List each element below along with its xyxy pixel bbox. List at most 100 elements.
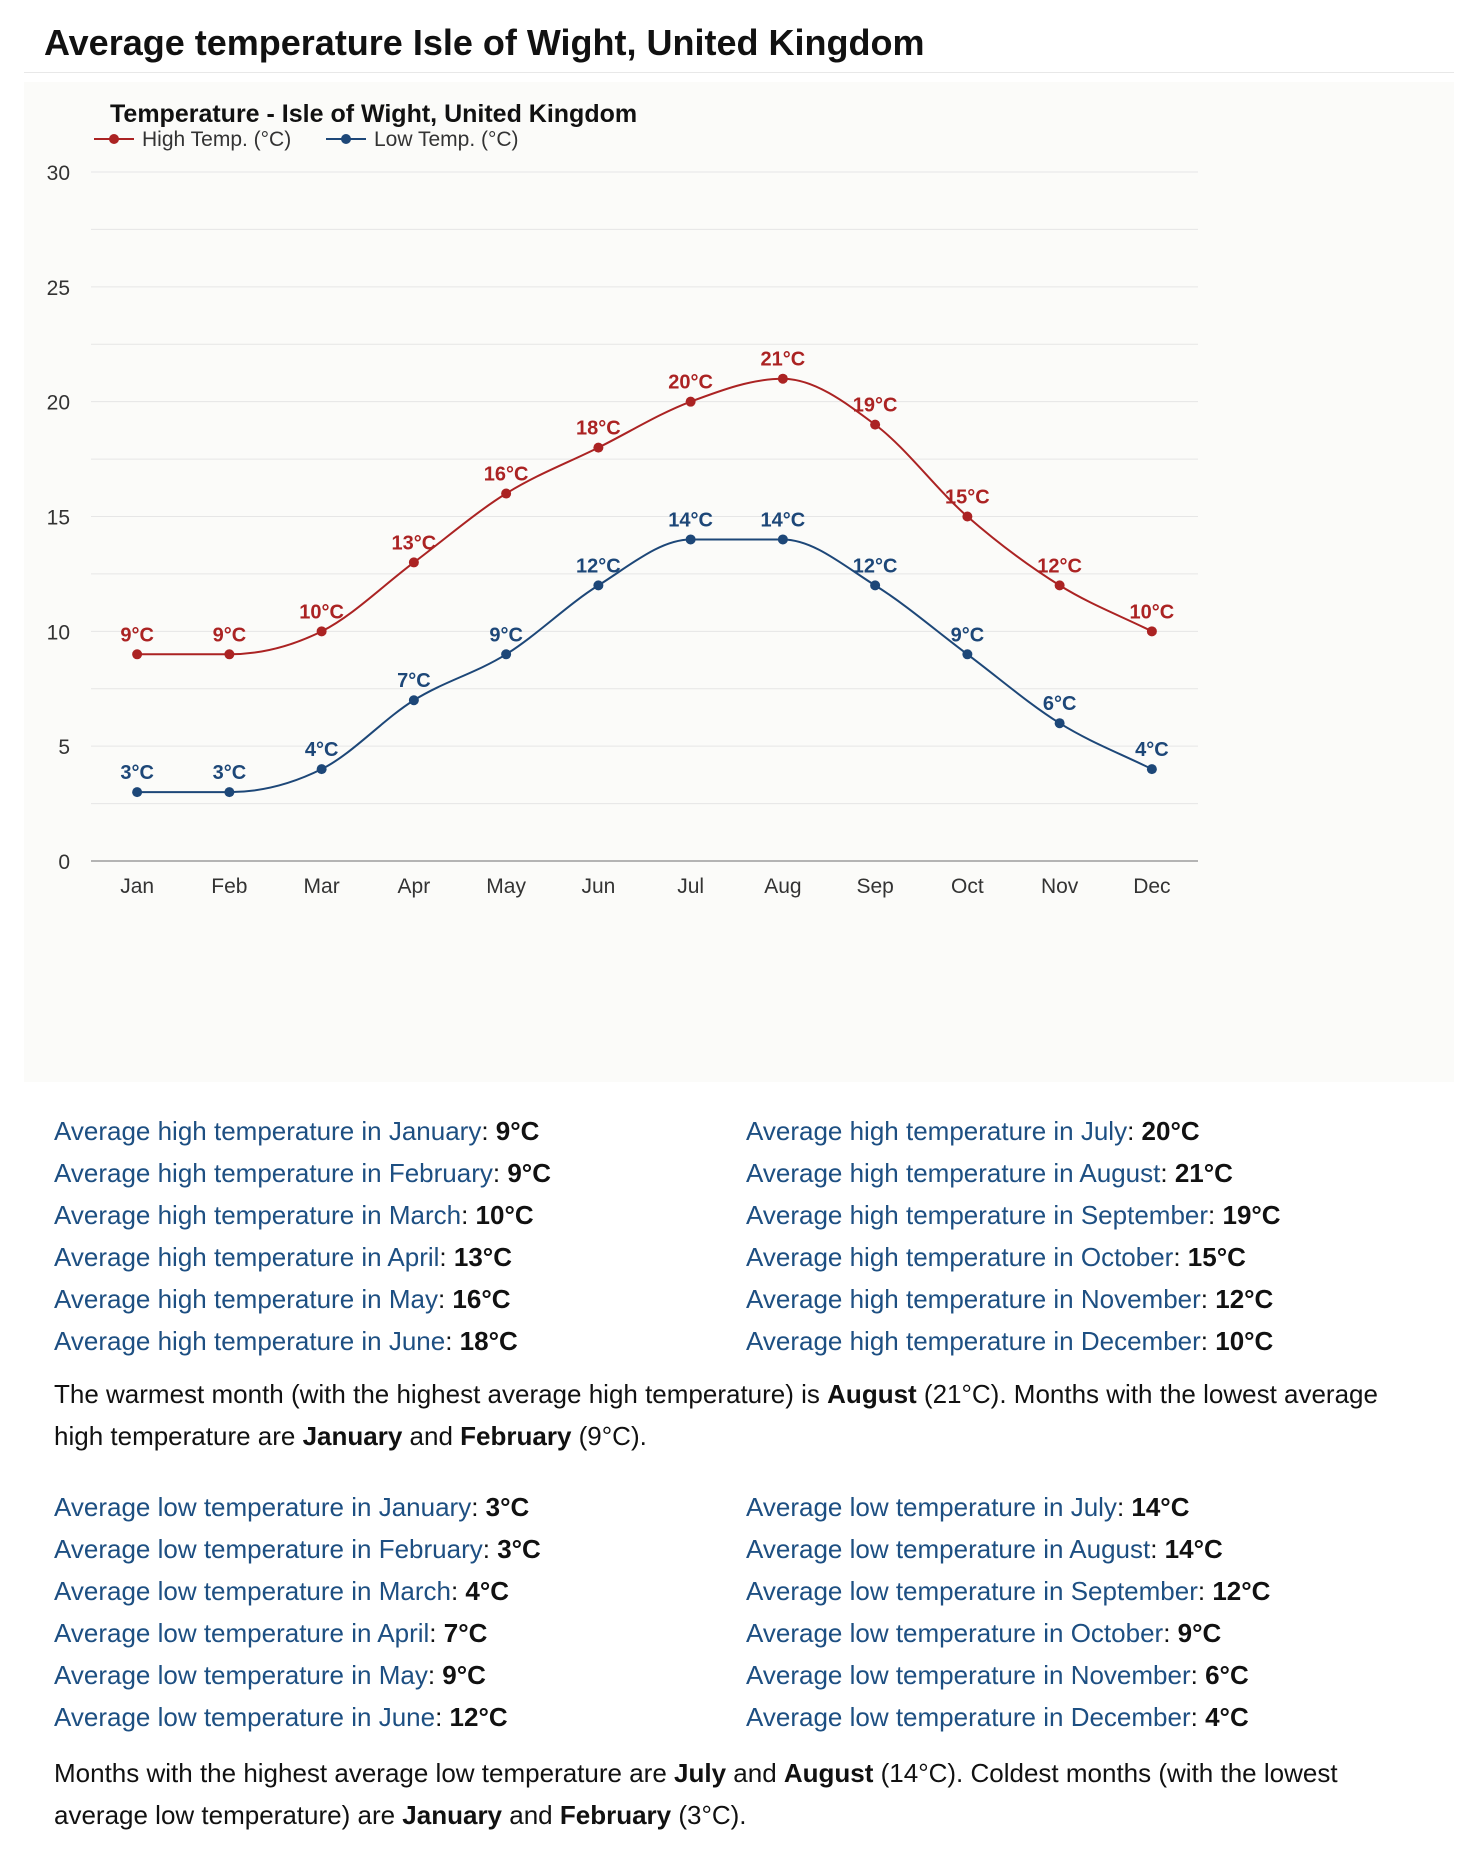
legend-item[interactable]: Low Temp. (°C)	[326, 128, 519, 151]
data-label: 9°C	[489, 624, 523, 646]
stat-row: Average high temperature in May: 16°C	[54, 1278, 744, 1320]
stat-link[interactable]: Average high temperature in May	[54, 1284, 438, 1314]
stat-separator: :	[439, 1242, 454, 1272]
stat-value: 18°C	[459, 1326, 518, 1356]
stat-link[interactable]: Average low temperature in October	[746, 1618, 1164, 1648]
stat-link[interactable]: Average low temperature in January	[54, 1492, 472, 1522]
summary-bold: January	[402, 1800, 503, 1830]
summary-bold: August	[783, 1758, 874, 1788]
summary-text: (14°C). Coldest months (with the lowest …	[54, 1758, 1338, 1830]
data-label: 14°C	[761, 509, 806, 531]
data-label: 12°C	[853, 555, 898, 577]
stat-value: 9°C	[507, 1158, 551, 1188]
data-label: 10°C	[299, 601, 344, 623]
stat-separator: :	[429, 1618, 444, 1648]
low-temperature-list-left: Average low temperature in January: 3°C A…	[54, 1486, 744, 1738]
data-label: 3°C	[120, 762, 154, 784]
data-point	[962, 511, 973, 522]
data-point	[593, 442, 604, 453]
stat-row: Average high temperature in February: 9°…	[54, 1152, 744, 1194]
stat-separator: :	[437, 1284, 453, 1314]
x-tick-label: Nov	[1041, 875, 1079, 898]
stat-link[interactable]: Average high temperature in October	[746, 1242, 1174, 1272]
data-label: 14°C	[668, 509, 713, 531]
stat-separator: :	[1116, 1492, 1132, 1522]
data-point	[1054, 718, 1065, 729]
stat-row: Average low temperature in August: 14°C	[746, 1528, 1436, 1570]
stat-link[interactable]: Average low temperature in February	[54, 1534, 483, 1564]
data-point	[224, 649, 235, 660]
stat-link[interactable]: Average low temperature in June	[54, 1702, 436, 1732]
stat-link[interactable]: Average high temperature in July	[746, 1116, 1128, 1146]
stat-link[interactable]: Average low temperature in July	[746, 1492, 1117, 1522]
stat-separator: :	[471, 1492, 486, 1522]
stat-row: Average high temperature in November: 12…	[746, 1278, 1436, 1320]
y-tick-label: 5	[58, 736, 70, 759]
stat-link[interactable]: Average low temperature in December	[746, 1702, 1191, 1732]
stat-link[interactable]: Average high temperature in June	[54, 1326, 446, 1356]
stat-link[interactable]: Average high temperature in April	[54, 1242, 440, 1272]
legend-item[interactable]: High Temp. (°C)	[94, 128, 291, 151]
x-tick-label: Jan	[120, 875, 154, 898]
stat-link[interactable]: Average low temperature in March	[54, 1576, 451, 1606]
stat-separator: :	[492, 1158, 508, 1188]
stat-link[interactable]: Average low temperature in April	[54, 1618, 430, 1648]
data-point	[870, 580, 881, 591]
data-label: 20°C	[668, 372, 713, 394]
stat-link[interactable]: Average high temperature in August	[746, 1158, 1161, 1188]
chart-legend[interactable]: High Temp. (°C) Low Temp. (°C)	[94, 128, 519, 151]
stat-link[interactable]: Average low temperature in September	[746, 1576, 1198, 1606]
data-point	[132, 649, 143, 660]
x-tick-label: Apr	[398, 875, 431, 898]
gridlines	[91, 171, 1198, 805]
summary-text: (3°C).	[671, 1800, 747, 1830]
stat-row: Average high temperature in July: 20°C	[746, 1110, 1436, 1152]
y-tick-label: 30	[47, 162, 70, 185]
stat-link[interactable]: Average low temperature in November	[746, 1660, 1191, 1690]
data-point	[1146, 626, 1157, 637]
stat-separator: :	[1200, 1326, 1216, 1356]
stat-link[interactable]: Average high temperature in February	[54, 1158, 493, 1188]
stat-value: 12°C	[1215, 1284, 1274, 1314]
x-tick-label: Oct	[951, 875, 984, 898]
stat-row: Average low temperature in January: 3°C	[54, 1486, 744, 1528]
stat-link[interactable]: Average high temperature in September	[746, 1200, 1209, 1230]
data-label: 13°C	[392, 532, 437, 554]
stat-row: Average low temperature in March: 4°C	[54, 1570, 744, 1612]
legend-marker	[109, 134, 119, 144]
stat-value: 6°C	[1205, 1660, 1249, 1690]
stat-row: Average high temperature in March: 10°C	[54, 1194, 744, 1236]
summary-bold: January	[302, 1421, 403, 1451]
stat-value: 14°C	[1164, 1534, 1223, 1564]
data-label: 10°C	[1130, 601, 1175, 623]
stat-link[interactable]: Average high temperature in March	[54, 1200, 462, 1230]
data-label: 18°C	[576, 418, 621, 440]
stat-link[interactable]: Average high temperature in November	[746, 1284, 1201, 1314]
summary-text: The warmest month (with the highest aver…	[54, 1379, 828, 1409]
data-label: 6°C	[1043, 693, 1077, 715]
low-temperature-summary: Months with the highest average low temp…	[54, 1752, 1404, 1836]
stat-link[interactable]: Average high temperature in January	[54, 1116, 482, 1146]
data-point	[224, 787, 235, 798]
stat-row: Average low temperature in October: 9°C	[746, 1612, 1436, 1654]
data-point	[408, 695, 419, 706]
stat-separator: :	[1150, 1534, 1165, 1564]
stat-separator: :	[1190, 1702, 1206, 1732]
legend-marker	[341, 134, 351, 144]
stat-link[interactable]: Average high temperature in December	[746, 1326, 1201, 1356]
y-tick-label: 10	[47, 621, 70, 644]
temperature-chart-panel: 0 5 10 15 20 25 30 Jan Feb Mar Apr May Jun Jul Aug Sep O…	[24, 82, 1454, 1082]
data-label: 15°C	[945, 487, 990, 509]
stat-row: Average low temperature in February: 3°C	[54, 1528, 744, 1570]
summary-text: and	[726, 1758, 784, 1788]
legend-label: Low Temp. (°C)	[374, 128, 519, 151]
summary-bold: August	[827, 1379, 917, 1409]
data-point	[685, 534, 696, 545]
data-point	[685, 396, 696, 407]
stat-link[interactable]: Average low temperature in May	[54, 1660, 428, 1690]
stat-link[interactable]: Average low temperature in August	[746, 1534, 1151, 1564]
data-point	[777, 534, 788, 545]
stat-separator: :	[482, 1534, 498, 1564]
data-label: 16°C	[484, 464, 529, 486]
high-temperature-summary: The warmest month (with the highest aver…	[54, 1373, 1404, 1457]
